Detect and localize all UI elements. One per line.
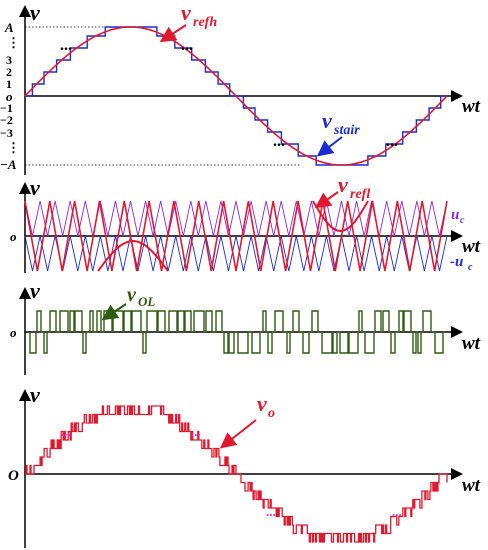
p2-neg-uc-label: -u c (450, 254, 473, 273)
p3-vOL-label: v OL (127, 284, 155, 309)
p4-vo-arrow (219, 419, 257, 449)
p1-tick-2: 2 (6, 65, 12, 79)
p4-dots-4: ... (392, 504, 402, 519)
p2-v-axis-label: v (30, 175, 40, 200)
svg-text:c: c (468, 262, 473, 273)
p2-vrefl-label: v refl (338, 172, 370, 202)
svg-text:v: v (338, 172, 348, 197)
p1-vrefh-arrow (159, 24, 187, 43)
p2-vrefl-curve (97, 200, 369, 272)
p1-v-axis-label: v (30, 0, 40, 25)
p1-vrefh-label: v refh (181, 0, 217, 30)
svg-text:v: v (322, 108, 332, 133)
p4-dots-1: ... (61, 424, 71, 439)
svg-text:-u: -u (450, 254, 463, 270)
p1-tick-vdots-bottom: ⋮ (7, 140, 20, 155)
p2-neg-uc-carrier (24, 235, 448, 272)
panel-1-staircase: v wt A ⋮ 3 2 1 o −1 −2 −3 ⋮ −A ... ... .… (0, 0, 481, 175)
p1-dots-1: ... (60, 37, 72, 54)
p2-origin-label: o (10, 229, 17, 244)
p1-dots-2: ... (181, 37, 193, 54)
p3-wt-axis-label: wt (462, 333, 481, 354)
p1-vrefh-curve (24, 26, 448, 166)
p3-vOL-waveform (29, 310, 445, 354)
p3-vOL-arrow (101, 303, 127, 321)
svg-text:stair: stair (333, 123, 360, 138)
p4-vo-waveform (25, 405, 448, 543)
p1-tick-minus1: −1 (0, 101, 13, 115)
p2-vrefl-arrow (314, 191, 339, 209)
p1-tick-1: 1 (6, 77, 12, 91)
svg-text:refh: refh (193, 15, 217, 30)
p4-v-axis-label: v (30, 382, 40, 407)
svg-text:v: v (257, 391, 267, 416)
p2-uc-label: u c (451, 207, 465, 226)
svg-text:v: v (181, 0, 191, 25)
p4-vo-label: v o (257, 391, 275, 421)
svg-text:v: v (127, 284, 137, 306)
p1-tick-minusA: −A (0, 157, 17, 172)
p1-tick-vdots-top: ⋮ (7, 35, 20, 50)
p1-tick-minus2: −2 (0, 113, 13, 127)
svg-text:o: o (268, 406, 275, 421)
svg-text:c: c (460, 215, 465, 226)
svg-text:u: u (451, 207, 459, 223)
svg-text:OL: OL (138, 294, 155, 309)
p1-tick-3: 3 (6, 53, 12, 67)
p1-vstair-label: v stair (322, 108, 360, 138)
p3-origin-label: o (10, 325, 17, 340)
p4-dots-2: ... (191, 424, 201, 439)
panel-2-carriers: v wt o u c -u c v refl (10, 172, 481, 273)
p1-vstair-arrow (316, 136, 343, 157)
p4-wt-axis-label: wt (462, 475, 481, 496)
p3-v-axis-label: v (30, 278, 40, 303)
p1-wt-axis-label: wt (462, 96, 481, 117)
p4-origin-label: O (8, 468, 19, 484)
panel-3-vol: v wt o v OL (10, 278, 481, 375)
p1-tick-minus3: −3 (0, 126, 13, 140)
p2-pwm-waveform (24, 200, 448, 272)
p1-tick-o: o (6, 89, 13, 104)
p2-uc-carrier (24, 200, 448, 237)
panel-4-vo: v wt O ... ... ... ... v o (8, 382, 481, 548)
p4-dots-3: ... (266, 504, 276, 519)
svg-text:refl: refl (350, 187, 370, 202)
p2-wt-axis-label: wt (462, 236, 481, 257)
p1-dots-4: ... (386, 133, 398, 150)
p1-tick-A: A (4, 20, 14, 35)
p1-dots-3: ... (273, 133, 285, 150)
